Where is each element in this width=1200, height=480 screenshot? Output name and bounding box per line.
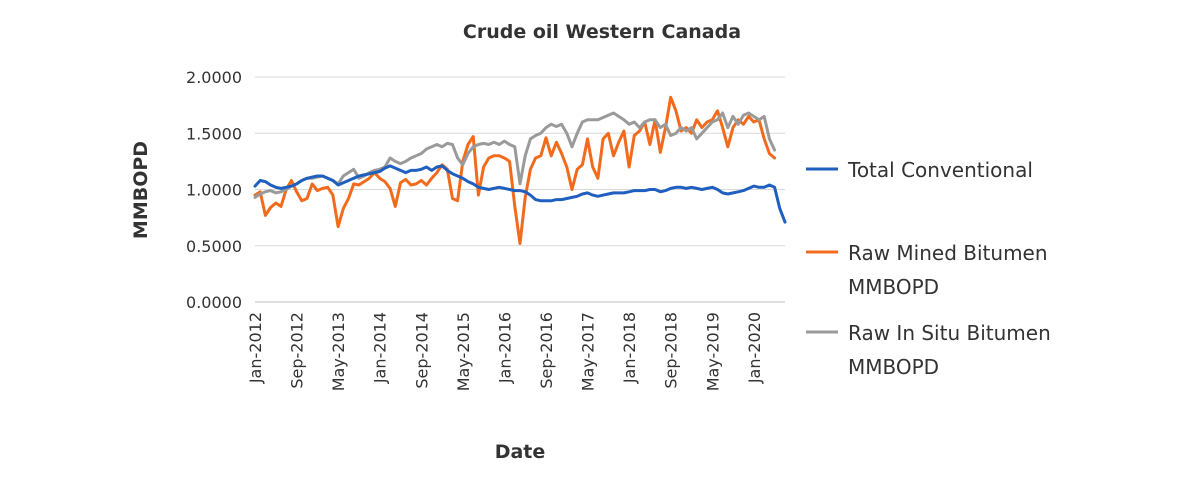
x-axis-ticks: Jan-2012 Sep-2012 May-2013 Jan-2014 Sep-2014… bbox=[246, 312, 764, 391]
x-tick-label: May-2017 bbox=[579, 312, 598, 391]
chart-title: Crude oil Western Canada bbox=[463, 21, 741, 43]
y-axis-title: MMBOPD bbox=[130, 141, 152, 239]
y-axis-ticks: 0.0000 0.5000 1.0000 1.5000 2.0000 bbox=[186, 68, 242, 312]
x-tick-label: Jan-2014 bbox=[371, 312, 390, 384]
x-tick-label: Jan-2012 bbox=[246, 312, 265, 384]
x-tick-label: Sep-2014 bbox=[412, 312, 431, 389]
legend: Total Conventional Raw Mined Bitumen MMBOP… bbox=[806, 158, 1051, 379]
x-tick-label: Sep-2016 bbox=[537, 312, 556, 389]
y-tick-label: 0.5000 bbox=[186, 237, 242, 256]
series-lines bbox=[253, 95, 787, 245]
series-line-1 bbox=[253, 95, 777, 245]
series-line-2 bbox=[253, 111, 777, 199]
x-tick-label: Jan-2018 bbox=[620, 312, 639, 384]
x-tick-label: May-2019 bbox=[703, 312, 722, 391]
series-line-0 bbox=[253, 164, 787, 224]
x-axis-title: Date bbox=[495, 441, 546, 463]
y-tick-label: 2.0000 bbox=[186, 68, 242, 87]
x-tick-label: Sep-2018 bbox=[662, 312, 681, 389]
x-tick-label: May-2013 bbox=[329, 312, 348, 391]
x-tick-label: May-2015 bbox=[454, 312, 473, 391]
legend-label: Total Conventional bbox=[847, 158, 1033, 182]
y-tick-label: 0.0000 bbox=[186, 293, 242, 312]
legend-label: Raw In Situ Bitumen MMBOPD bbox=[848, 321, 1051, 379]
legend-label: Raw Mined Bitumen MMBOPD bbox=[848, 241, 1048, 299]
y-tick-label: 1.0000 bbox=[186, 181, 242, 200]
x-tick-label: Jan-2016 bbox=[495, 312, 514, 384]
x-tick-label: Jan-2020 bbox=[745, 312, 764, 384]
y-tick-label: 1.5000 bbox=[186, 124, 242, 143]
x-tick-label: Sep-2012 bbox=[288, 312, 307, 389]
